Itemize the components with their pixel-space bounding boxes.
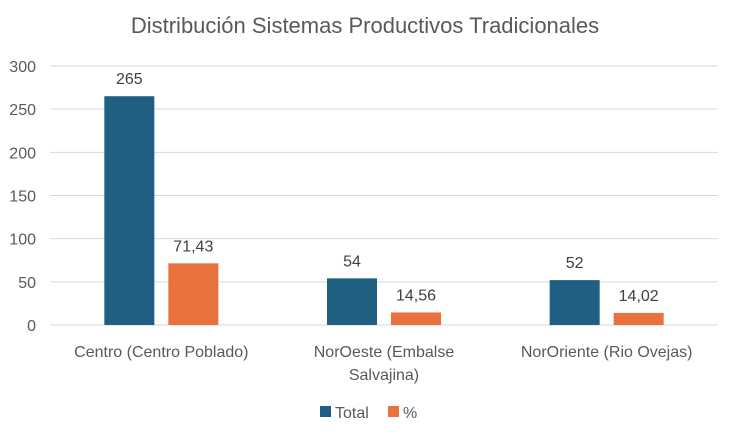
y-tick-label: 50 (18, 275, 36, 292)
bar-percent (168, 263, 219, 325)
data-label: 54 (343, 253, 361, 270)
category-label: Centro (Centro Poblado) (74, 344, 248, 361)
legend: Total% (320, 405, 417, 422)
y-tick-label: 200 (9, 145, 36, 162)
category-label: Salvajina) (349, 367, 419, 384)
data-label: 14,56 (396, 287, 436, 304)
y-tick-label: 0 (27, 318, 36, 335)
bar-total (104, 96, 155, 325)
data-label: 265 (116, 71, 143, 88)
y-tick-label: 300 (9, 59, 36, 76)
bars (104, 96, 664, 325)
category-label: NorOeste (Embalse (314, 344, 455, 361)
y-axis-ticks: 0 50 100 150 200 250 300 (9, 59, 36, 335)
bar-percent (391, 312, 441, 325)
data-label: 52 (566, 255, 584, 272)
y-tick-label: 250 (9, 102, 36, 119)
y-tick-label: 100 (9, 232, 36, 249)
category-label: NorOriente (Rio Ovejas) (521, 344, 693, 361)
data-label: 14,02 (619, 288, 659, 305)
legend-label: % (403, 405, 417, 422)
legend-swatch (388, 406, 399, 417)
y-tick-label: 150 (9, 189, 36, 206)
bar-total (549, 280, 600, 325)
data-label: 71,43 (173, 238, 213, 255)
gridlines (50, 65, 718, 326)
x-axis-categories: Centro (Centro Poblado) NorOeste (Embalse… (74, 344, 692, 384)
data-labels: 265 54 52 71,43 14,56 14,02 (116, 71, 659, 305)
bar-percent (613, 312, 664, 325)
chart-title: Distribución Sistemas Productivos Tradic… (131, 13, 599, 38)
legend-label: Total (335, 405, 369, 422)
bar-total (327, 278, 377, 325)
legend-swatch (320, 406, 331, 417)
